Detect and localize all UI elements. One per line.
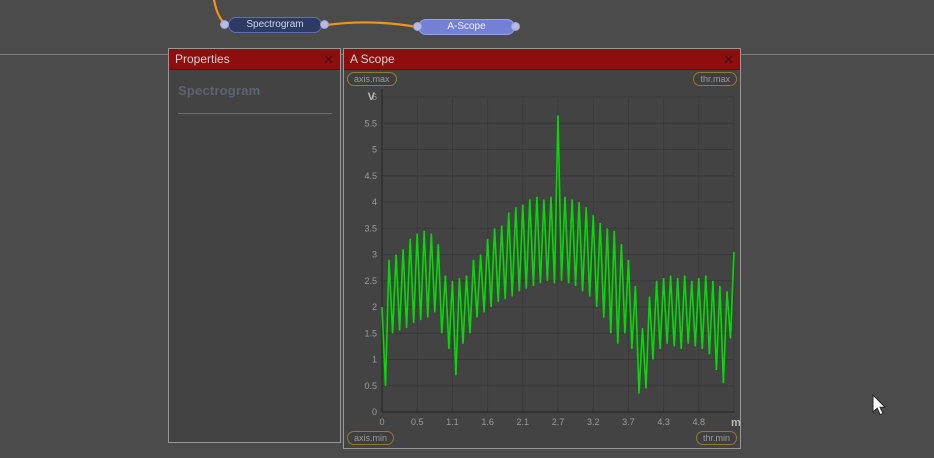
axis-max-button[interactable]: axis.max <box>347 72 397 86</box>
svg-text:0: 0 <box>379 417 384 427</box>
spectrogram-input-port[interactable] <box>220 20 229 29</box>
svg-text:4: 4 <box>372 197 377 207</box>
svg-text:4.3: 4.3 <box>657 417 670 427</box>
svg-text:5.5: 5.5 <box>364 118 377 128</box>
node-spectrogram[interactable]: Spectrogram <box>228 17 322 33</box>
properties-panel: Properties ✕ Spectrogram <box>168 48 341 443</box>
svg-text:2: 2 <box>372 302 377 312</box>
a-scope-titlebar[interactable]: A Scope ✕ <box>344 49 740 70</box>
svg-text:0.5: 0.5 <box>364 381 377 391</box>
close-icon[interactable]: ✕ <box>323 51 334 67</box>
svg-text:0.5: 0.5 <box>411 417 424 427</box>
svg-text:4.8: 4.8 <box>693 417 706 427</box>
a-scope-output-port[interactable] <box>511 22 520 31</box>
close-icon[interactable]: ✕ <box>723 51 734 67</box>
svg-text:1: 1 <box>372 355 377 365</box>
a-scope-title: A Scope <box>350 52 395 66</box>
properties-title: Properties <box>175 52 230 66</box>
a-scope-panel: A Scope ✕ axis.max thr.max axis.min thr.… <box>343 48 741 449</box>
svg-text:1.5: 1.5 <box>364 328 377 338</box>
svg-text:3: 3 <box>372 250 377 260</box>
svg-text:2.1: 2.1 <box>517 417 530 427</box>
thr-max-button[interactable]: thr.max <box>693 72 737 86</box>
properties-heading: Spectrogram <box>178 83 261 98</box>
svg-text:1.1: 1.1 <box>446 417 459 427</box>
svg-text:V: V <box>368 91 376 103</box>
svg-text:6: 6 <box>372 92 377 102</box>
a-scope-input-port[interactable] <box>413 22 422 31</box>
svg-text:2.5: 2.5 <box>364 276 377 286</box>
svg-text:5: 5 <box>372 145 377 155</box>
svg-text:4.5: 4.5 <box>364 171 377 181</box>
properties-separator <box>178 113 332 114</box>
spectrogram-output-port[interactable] <box>320 20 329 29</box>
svg-text:2.7: 2.7 <box>552 417 565 427</box>
thr-min-button[interactable]: thr.min <box>695 431 737 445</box>
node-spectrogram-label: Spectrogram <box>246 19 304 30</box>
properties-titlebar[interactable]: Properties ✕ <box>169 49 340 70</box>
svg-text:1.6: 1.6 <box>481 417 494 427</box>
svg-text:3.5: 3.5 <box>364 223 377 233</box>
node-a-scope-label: A-Scope <box>447 21 486 32</box>
axis-min-button[interactable]: axis.min <box>347 431 395 445</box>
svg-text:m: m <box>731 417 740 429</box>
svg-text:0: 0 <box>372 407 377 417</box>
scope-chart[interactable]: 0 0.5 1.1 1.6 2.1 2.7 3.2 3.7 4.3 4.8 0 0.5 1 1.5 2 2.5… <box>344 70 740 448</box>
mouse-cursor <box>872 394 887 416</box>
svg-text:3.7: 3.7 <box>622 417 635 427</box>
wire-spectrogram-to-ascope <box>324 21 419 29</box>
svg-text:3.2: 3.2 <box>587 417 600 427</box>
node-a-scope[interactable]: A-Scope <box>418 19 515 35</box>
